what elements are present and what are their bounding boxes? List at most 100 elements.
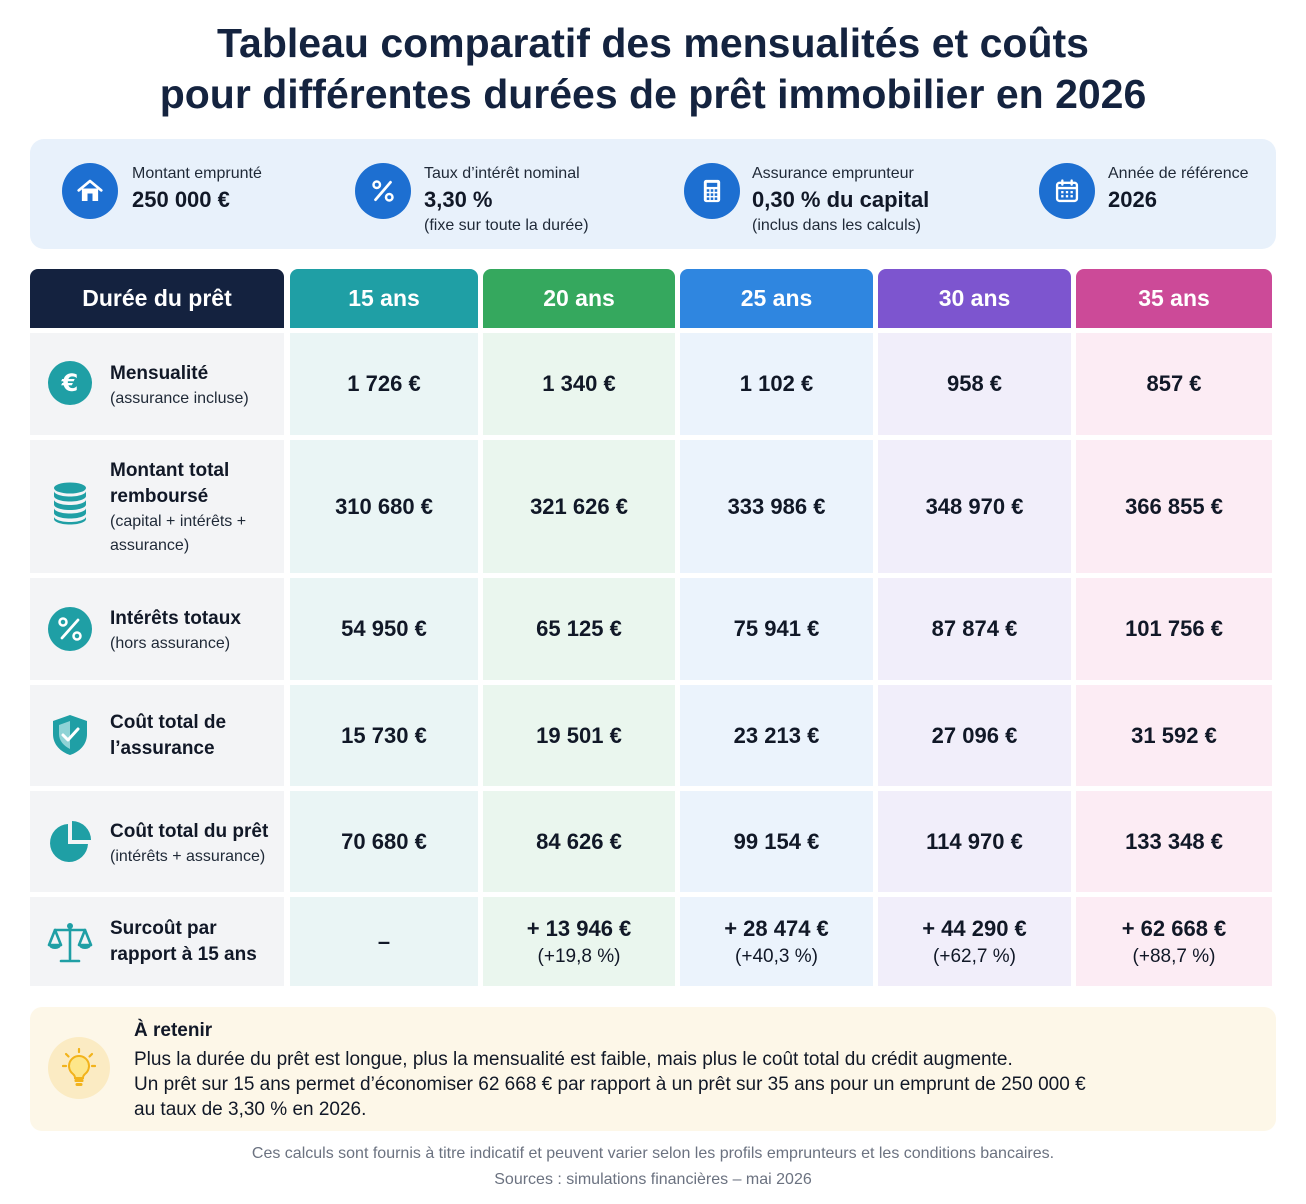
table-cell: 23 213 € (680, 685, 873, 786)
cell-value: 65 125 € (536, 616, 622, 641)
table-row-label-total-interest: Intérêts totaux (hors assurance) (30, 578, 284, 680)
cell-percentage: (+19,8 %) (537, 945, 621, 967)
cell-value: 1 726 € (347, 371, 421, 396)
cell-value: 31 592 € (1131, 722, 1217, 748)
row-title: Coût total du prêt (110, 821, 269, 842)
table-cell: 87 874 € (878, 578, 1071, 680)
info-label: Assurance emprunteur (752, 165, 914, 182)
table-cell: 333 986 € (680, 440, 873, 573)
table-cell: 27 096 € (878, 685, 1071, 786)
table-cell: 31 592 € (1076, 685, 1272, 786)
percent-icon (48, 607, 92, 651)
page-title: Tableau comparatif des mensualités et co… (0, 18, 1306, 120)
takeaway-line-2: Un prêt sur 15 ans permet d’économiser 6… (134, 1074, 1086, 1095)
cell-value: 87 874 € (931, 616, 1018, 641)
cell-value: 1 102 € (739, 371, 814, 396)
calendar-icon (1039, 163, 1095, 219)
table-cell: 366 855 € (1076, 440, 1272, 573)
column-header-35-ans: 35 ans (1076, 269, 1272, 328)
cell-value: 70 680 € (341, 828, 427, 854)
table-cell: 133 348 € (1076, 791, 1272, 892)
table-cell: 114 970 € (878, 791, 1071, 892)
cell-value: 54 950 € (341, 616, 427, 641)
info-value: 250 000 € (132, 187, 230, 212)
cell-value: 310 680 € (335, 493, 433, 519)
title-line-2: pour différentes durées de prêt immobili… (159, 71, 1147, 117)
table-cell: 1 102 € (680, 333, 873, 435)
svg-text:€: € (61, 369, 79, 397)
table-header-duration: Durée du prêt (30, 269, 284, 328)
percent-icon (355, 163, 411, 219)
table-row-label-monthly: € Mensualité (assurance incluse) (30, 333, 284, 435)
info-label: Montant emprunté (132, 165, 262, 182)
info-value: 3,30 % (424, 187, 493, 212)
cell-percentage: (+62,7 %) (933, 945, 1016, 967)
cell-value: 133 348 € (1125, 828, 1223, 854)
info-value: 2026 (1108, 187, 1157, 212)
column-header-25-ans: 25 ans (680, 269, 873, 328)
table-cell: 54 950 € (290, 578, 478, 680)
sources: Sources : simulations financières – mai … (494, 1171, 812, 1188)
column-header-15-ans: 15 ans (290, 269, 478, 328)
info-note: (inclus dans les calculs) (752, 217, 921, 234)
row-title: Mensualité (110, 363, 209, 384)
lightbulb-icon (48, 1037, 110, 1099)
cell-value: 75 941 € (733, 616, 820, 641)
cell-value: 333 986 € (727, 493, 826, 519)
cell-percentage: (+40,3 %) (735, 945, 818, 967)
row-subtitle: (hors assurance) (110, 635, 231, 652)
disclaimer: Ces calculs sont fournis à titre indicat… (251, 1145, 1055, 1162)
cell-value: 857 € (1146, 371, 1202, 396)
cell-value: 27 096 € (931, 722, 1018, 748)
shield-icon (53, 715, 87, 755)
cell-value: 1 340 € (542, 371, 616, 396)
column-header-30-ans: 30 ans (878, 269, 1071, 328)
info-note: (fixe sur toute la durée) (424, 217, 589, 234)
cell-value: 958 € (946, 371, 1003, 396)
takeaway-line-3: au taux de 3,30 % en 2026. (134, 1099, 367, 1120)
cell-value: 99 154 € (733, 828, 820, 854)
table-cell: + 44 290 € (+62,7 %) (878, 897, 1071, 986)
table-cell: + 62 668 € (+88,7 %) (1076, 897, 1272, 986)
takeaway-title: À retenir (134, 1020, 213, 1041)
cell-value: 101 756 € (1125, 616, 1223, 641)
table-cell: + 13 946 € (+19,8 %) (483, 897, 675, 986)
table-cell: 857 € (1076, 333, 1272, 435)
row-title: Coût total de l’assurance (110, 712, 227, 759)
table-cell: 1 340 € (483, 333, 675, 435)
table-row-label-total-loan-cost: Coût total du prêt (intérêts + assurance… (30, 791, 284, 892)
house-icon (62, 163, 118, 219)
table-cell: 348 970 € (878, 440, 1071, 573)
info-label: Taux d’intérêt nominal (424, 165, 580, 182)
table-row-label-insurance-cost: Coût total de l’assurance (30, 685, 284, 786)
cell-value: 348 970 € (925, 493, 1024, 519)
table-cell: 84 626 € (483, 791, 675, 892)
table-cell: 15 730 € (290, 685, 478, 786)
takeaway-line-1: Plus la durée du prêt est longue, plus l… (134, 1049, 1013, 1070)
cell-value: + 62 668 € (1121, 915, 1227, 941)
table-row-label-extra-cost: Surcoût par rapport à 15 ans (30, 897, 284, 986)
table-cell: + 28 474 € (+40,3 %) (680, 897, 873, 986)
cell-value: + 13 946 € (526, 915, 632, 941)
calculator-icon (684, 163, 740, 219)
column-header-20-ans: 20 ans (483, 269, 675, 328)
cell-value: 321 626 € (530, 493, 628, 519)
table-cell: 310 680 € (290, 440, 478, 573)
cell-percentage: (+88,7 %) (1132, 945, 1216, 967)
table-cell: 101 756 € (1076, 578, 1272, 680)
info-value: 0,30 % du capital (752, 187, 930, 212)
title-line-1: Tableau comparatif des mensualités et co… (217, 20, 1089, 66)
table-cell: 65 125 € (483, 578, 675, 680)
table-cell: 958 € (878, 333, 1071, 435)
table-cell: 70 680 € (290, 791, 478, 892)
pie-chart-icon (50, 821, 91, 862)
row-title: Montant total remboursé (110, 460, 230, 507)
table-cell: 19 501 € (483, 685, 675, 786)
row-subtitle: (assurance incluse) (110, 390, 249, 407)
table-cell: 99 154 € (680, 791, 873, 892)
table-cell: 75 941 € (680, 578, 873, 680)
cell-value: 114 970 € (926, 828, 1023, 854)
euro-icon: € (48, 361, 92, 405)
cell-value: + 28 474 € (724, 915, 829, 941)
cell-value: 23 213 € (733, 722, 820, 748)
